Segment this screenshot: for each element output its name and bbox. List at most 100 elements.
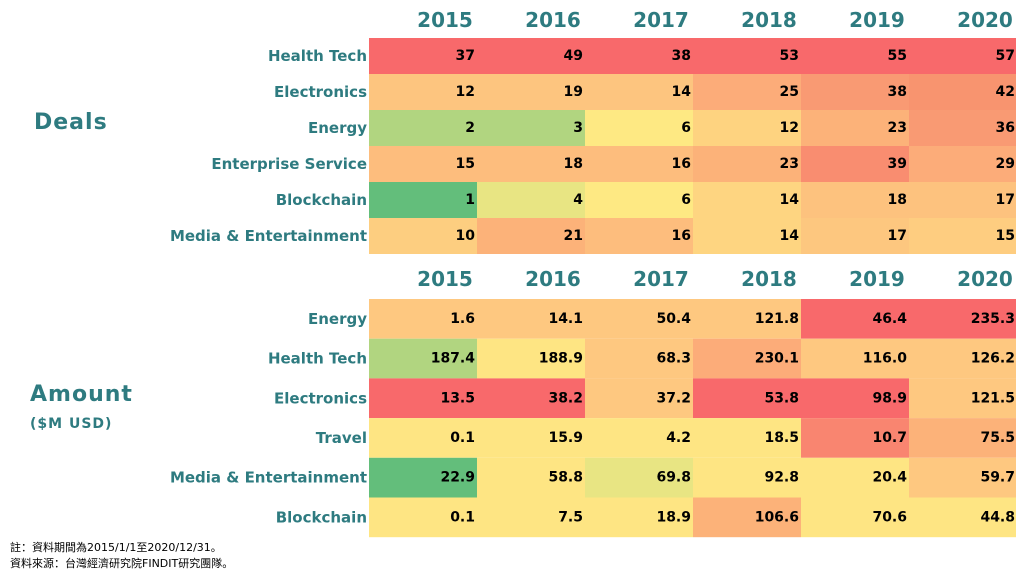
deals-year-header-2016: 2016 (525, 8, 581, 32)
amount-heat-cell (585, 418, 693, 458)
deals-cell-value: 21 (564, 228, 583, 244)
deals-cell-value: 18 (564, 156, 583, 172)
deals-heat-cell (369, 74, 477, 110)
amount-cell-value: 53.8 (764, 390, 799, 406)
amount-heat-cell (801, 497, 909, 538)
amount-cell-value: 121.8 (755, 311, 799, 327)
deals-cell-value: 1 (465, 192, 475, 208)
deals-row-label: Health Tech (268, 47, 367, 65)
amount-row-label: Blockchain (276, 508, 367, 526)
deals-year-header-2015: 2015 (417, 8, 473, 32)
amount-year-header-2015: 2015 (417, 267, 473, 291)
deals-cell-value: 14 (780, 192, 800, 208)
deals-cell-value: 49 (564, 48, 583, 64)
deals-heat-cell (909, 218, 1016, 254)
amount-section-title: Amount (30, 382, 133, 407)
amount-cell-value: 0.1 (450, 430, 475, 446)
amount-heat-cell (585, 299, 693, 339)
deals-heat-cell (693, 110, 801, 146)
deals-row-label: Electronics (274, 83, 367, 101)
amount-cell-value: 68.3 (656, 351, 691, 367)
amount-heat-cell (801, 418, 909, 458)
deals-cell-value: 23 (780, 156, 799, 172)
amount-heat-cell (693, 497, 801, 538)
amount-cell-value: 50.4 (656, 311, 691, 327)
amount-heat-cell (801, 457, 909, 498)
amount-heat-cell (369, 378, 477, 419)
deals-cell-value: 15 (996, 228, 1015, 244)
deals-heat-cell (369, 182, 477, 218)
deals-heat-cell (477, 146, 585, 182)
amount-cell-value: 1.6 (450, 311, 475, 327)
amount-cell-value: 37.2 (656, 390, 691, 406)
amount-cell-value: 20.4 (872, 470, 907, 486)
amount-heat-cell (585, 338, 693, 379)
amount-heat-cell (909, 299, 1016, 339)
amount-heat-cell (477, 378, 585, 419)
deals-cell-value: 53 (780, 48, 799, 64)
amount-heat-cell (801, 338, 909, 379)
amount-cell-value: 38.2 (548, 390, 583, 406)
amount-cell-value: 92.8 (764, 470, 799, 486)
source-note: 資料來源：台灣經濟研究院FINDIT研究團隊。 (10, 557, 234, 570)
deals-cell-value: 15 (456, 156, 475, 172)
amount-year-header-2017: 2017 (633, 267, 689, 291)
amount-cell-value: 75.5 (980, 430, 1015, 446)
deals-cell-value: 6 (681, 120, 691, 136)
amount-heat-cell (693, 338, 801, 379)
deals-year-header-2020: 2020 (957, 8, 1013, 32)
deals-cell-value: 39 (888, 156, 907, 172)
amount-cell-value: 13.5 (440, 390, 475, 406)
amount-heat-cell (477, 457, 585, 498)
deals-heat-cell (477, 38, 585, 74)
amount-heat-cell (909, 457, 1016, 498)
amount-heat-cell (801, 299, 909, 339)
amount-row-label: Media & Entertainment (170, 469, 367, 487)
amount-heat-cell (693, 457, 801, 498)
deals-cell-value: 4 (573, 192, 583, 208)
deals-cell-value: 10 (456, 228, 476, 244)
amount-heat-cell (909, 378, 1016, 419)
deals-cell-value: 17 (888, 228, 907, 244)
deals-heat-cell (909, 38, 1016, 74)
amount-cell-value: 44.8 (980, 509, 1015, 525)
amount-cell-value: 106.6 (755, 509, 799, 525)
amount-cell-value: 70.6 (872, 509, 907, 525)
amount-unit-label: ($M USD) (30, 416, 113, 432)
amount-year-header-2016: 2016 (525, 267, 581, 291)
deals-heat-cell (693, 146, 801, 182)
deals-cell-value: 14 (780, 228, 800, 244)
deals-cell-value: 14 (672, 84, 692, 100)
amount-heat-cell (585, 497, 693, 538)
deals-heat-cell (909, 146, 1016, 182)
amount-heat-cell (369, 418, 477, 458)
amount-heat-cell (477, 497, 585, 538)
deals-row-label: Blockchain (276, 191, 367, 209)
deals-cell-value: 2 (465, 120, 475, 136)
deals-heat-cell (693, 182, 801, 218)
amount-heat-cell (909, 338, 1016, 379)
deals-row-label: Energy (308, 119, 367, 137)
amount-cell-value: 18.9 (656, 509, 691, 525)
amount-heat-cell (369, 338, 477, 379)
deals-heat-cell (477, 74, 585, 110)
amount-heat-cell (909, 418, 1016, 458)
deals-heat-cell (477, 110, 585, 146)
amount-heat-cell (369, 497, 477, 538)
amount-cell-value: 116.0 (863, 351, 908, 367)
deals-row-label: Media & Entertainment (170, 227, 367, 245)
period-note: 註：資料期間為2015/1/1至2020/12/31。 (10, 541, 222, 554)
deals-heat-cell (909, 74, 1016, 110)
amount-row-label: Electronics (274, 389, 367, 407)
deals-heat-cell (369, 110, 477, 146)
deals-section-title: Deals (34, 110, 108, 135)
amount-heat-cell (693, 378, 801, 419)
deals-year-header-2019: 2019 (849, 8, 905, 32)
amount-cell-value: 126.2 (971, 351, 1015, 367)
amount-cell-value: 187.4 (431, 351, 476, 367)
deals-cell-value: 12 (456, 84, 475, 100)
amount-heat-cell (585, 378, 693, 419)
deals-cell-value: 55 (888, 48, 907, 64)
deals-cell-value: 57 (996, 48, 1015, 64)
deals-heat-cell (801, 74, 909, 110)
